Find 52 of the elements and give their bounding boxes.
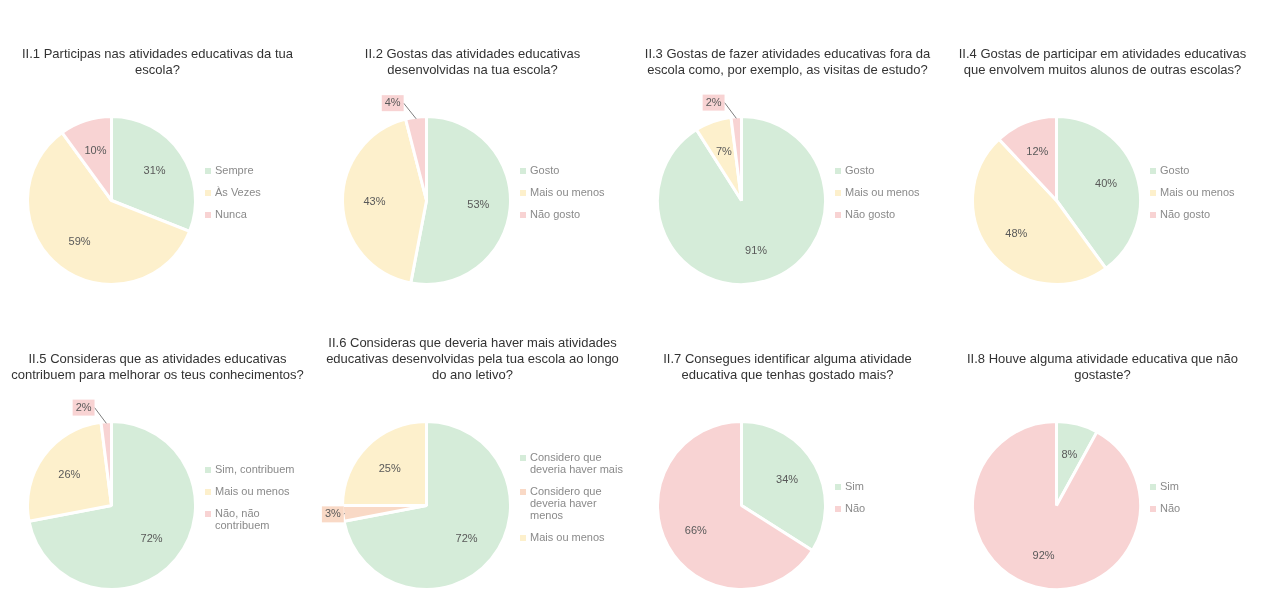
legend-label: Gosto: [1160, 163, 1190, 176]
data-label: 4%: [384, 96, 401, 109]
legend-label: Não gosto: [845, 207, 896, 220]
data-label: 31%: [143, 164, 166, 177]
data-label: 40%: [1095, 177, 1118, 190]
legend-label: Mais ou menos: [215, 484, 290, 497]
legend-label: Considero que deveria haver menos: [530, 484, 603, 521]
data-label: 48%: [1005, 226, 1028, 239]
legend-label: Sim: [1160, 479, 1179, 492]
data-label: 2%: [705, 95, 722, 108]
legend-label: Gosto: [530, 163, 560, 176]
data-label: 12%: [1026, 145, 1049, 158]
legend-label: Nunca: [215, 207, 247, 220]
legend-label: Gosto: [845, 163, 875, 176]
legend-label: Não gosto: [1160, 207, 1211, 220]
legend-label: Não gosto: [530, 207, 581, 220]
data-label: 59%: [68, 234, 91, 247]
chart-title: II.8 Houve alguma atividade educativa que não gostaste?: [966, 350, 1239, 383]
data-label: 10%: [84, 144, 107, 156]
chart-title: II.2 Gostas das atividades educativas desenvolvidas na tua escola?: [363, 45, 582, 78]
data-label: 66%: [684, 523, 708, 536]
data-label: 34%: [776, 473, 799, 486]
chart-title: II.5 Consideras que as atividades educativas contribuem para melhorar os teus conhecimentos?: [10, 350, 305, 383]
legend-label: Mais ou menos: [1160, 185, 1235, 198]
legend-label: Considero que deveria haver mais: [530, 450, 624, 475]
legend-label: Sim: [845, 479, 864, 492]
chart-title: II.4 Gostas de participar em atividades educativas que envolvem muitos alunos de outras escolas?: [957, 45, 1248, 78]
legend-label: Mais ou menos: [845, 185, 920, 198]
data-label: 53%: [467, 198, 490, 211]
legend-label: Mais ou menos: [530, 185, 605, 198]
data-label: 43%: [363, 195, 386, 208]
chart-title: II.3 Gostas de fazer atividades educativas fora da escola como, por exemplo, as visitas de estudo?: [643, 45, 932, 78]
chart-title: II.1 Participas nas atividades educativas da tua escola?: [21, 45, 294, 78]
legend-label: Às Vezes: [215, 185, 261, 198]
legend-label: Não: [845, 501, 866, 514]
data-label: 25%: [378, 461, 401, 474]
legend-label: Não, não contribuem: [215, 506, 271, 531]
data-label: 91%: [745, 243, 768, 256]
data-label: 72%: [455, 531, 478, 544]
chart-title: II.7 Consegues identificar alguma atividade educativa que tenhas gostado mais?: [662, 350, 913, 383]
chart-title: II.6 Consideras que deveria haver mais atividades educativas desenvolvidas pela tua escola ao longo do ano letivo?: [325, 334, 620, 383]
legend-label: Sempre: [215, 163, 254, 176]
data-label: 2%: [75, 400, 92, 413]
legend-label: Mais ou menos: [530, 530, 605, 543]
legend-label: Não: [1160, 501, 1181, 514]
data-label: 26%: [58, 467, 81, 480]
data-label: 92%: [1032, 548, 1055, 561]
data-label: 8%: [1061, 448, 1078, 461]
legend-label: Sim, contribuem: [215, 462, 295, 475]
data-label: 3%: [324, 507, 341, 520]
data-label: 72%: [140, 531, 163, 544]
data-label: 7%: [715, 144, 733, 157]
